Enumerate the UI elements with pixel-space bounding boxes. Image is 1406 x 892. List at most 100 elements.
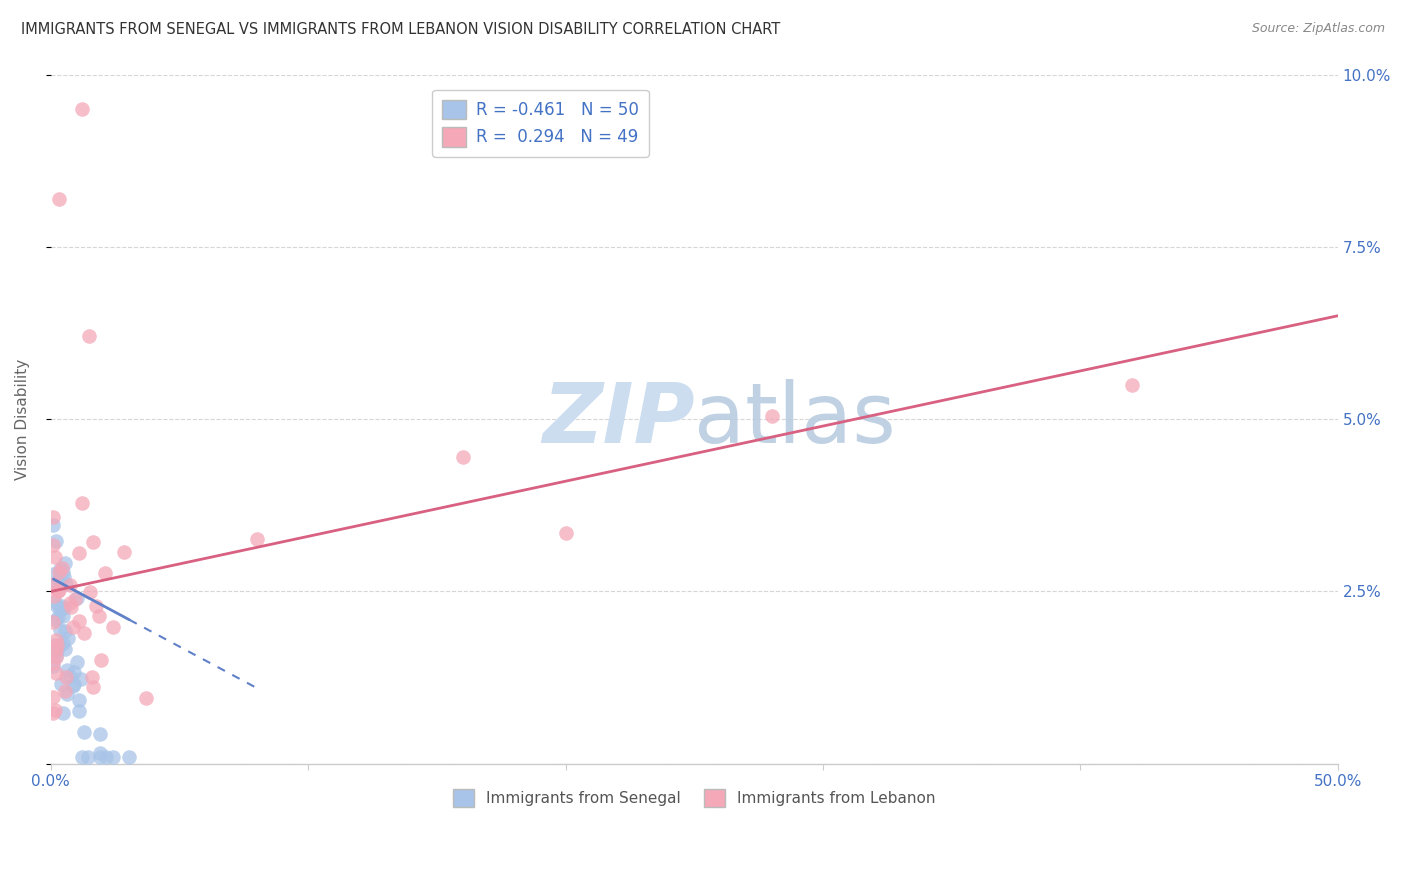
Point	[112, 545, 135, 559]
Point	[44, 550, 66, 565]
Point	[77, 750, 100, 764]
Point	[42, 615, 65, 630]
Point	[52, 565, 75, 579]
Point	[82, 535, 104, 549]
Point	[44, 703, 66, 717]
Point	[67, 692, 90, 706]
Point	[42, 658, 65, 673]
Point	[55, 670, 77, 684]
Point	[46, 642, 69, 657]
Text: atlas: atlas	[695, 379, 896, 459]
Point	[46, 638, 69, 652]
Point	[70, 672, 93, 686]
Point	[45, 649, 67, 664]
Point	[59, 596, 82, 610]
Point	[70, 102, 93, 116]
Point	[67, 546, 90, 560]
Point	[42, 690, 65, 705]
Point	[55, 577, 77, 591]
Point	[42, 638, 65, 652]
Point	[89, 750, 111, 764]
Point	[246, 532, 269, 546]
Point	[56, 687, 79, 701]
Point	[53, 624, 76, 639]
Point	[66, 655, 89, 669]
Point	[1121, 377, 1143, 392]
Point	[51, 560, 73, 574]
Point	[60, 599, 83, 614]
Point	[93, 566, 115, 580]
Point	[45, 613, 67, 627]
Point	[80, 669, 103, 683]
Point	[451, 450, 474, 464]
Point	[84, 599, 107, 613]
Point	[46, 609, 69, 624]
Point	[48, 192, 70, 206]
Point	[63, 677, 86, 691]
Point	[45, 665, 67, 680]
Point	[45, 648, 67, 663]
Point	[46, 583, 69, 598]
Point	[52, 570, 75, 584]
Point	[53, 556, 76, 570]
Point	[42, 567, 65, 582]
Point	[48, 565, 70, 579]
Point	[59, 578, 82, 592]
Point	[49, 638, 72, 652]
Point	[53, 642, 76, 657]
Point	[87, 609, 110, 624]
Point	[52, 706, 75, 721]
Point	[44, 577, 66, 591]
Point	[62, 679, 84, 693]
Point	[42, 656, 65, 670]
Point	[67, 614, 90, 628]
Point	[52, 635, 75, 649]
Point	[101, 620, 124, 634]
Point	[66, 591, 89, 605]
Point	[67, 704, 90, 718]
Point	[82, 680, 104, 694]
Point	[42, 510, 65, 524]
Point	[554, 526, 576, 541]
Point	[58, 631, 80, 645]
Point	[51, 599, 73, 613]
Point	[79, 584, 101, 599]
Point	[44, 594, 66, 608]
Point	[49, 562, 72, 576]
Point	[49, 624, 72, 638]
Point	[45, 632, 67, 647]
Text: IMMIGRANTS FROM SENEGAL VS IMMIGRANTS FROM LEBANON VISION DISABILITY CORRELATION: IMMIGRANTS FROM SENEGAL VS IMMIGRANTS FR…	[21, 22, 780, 37]
Legend: Immigrants from Senegal, Immigrants from Lebanon: Immigrants from Senegal, Immigrants from…	[444, 782, 943, 814]
Point	[52, 609, 75, 624]
Point	[63, 592, 86, 607]
Point	[62, 620, 84, 634]
Point	[761, 409, 783, 423]
Point	[46, 599, 69, 614]
Point	[42, 706, 65, 720]
Point	[45, 534, 67, 549]
Point	[49, 602, 72, 616]
Point	[42, 538, 65, 552]
Y-axis label: Vision Disability: Vision Disability	[15, 359, 30, 480]
Point	[90, 653, 112, 667]
Point	[42, 517, 65, 532]
Point	[89, 727, 111, 741]
Point	[62, 665, 84, 679]
Point	[49, 676, 72, 690]
Text: ZIP: ZIP	[541, 379, 695, 459]
Point	[48, 582, 70, 597]
Point	[59, 669, 82, 683]
Point	[79, 329, 101, 343]
Point	[42, 578, 65, 592]
Point	[70, 750, 93, 764]
Point	[48, 572, 70, 586]
Point	[94, 750, 117, 764]
Point	[45, 643, 67, 657]
Point	[55, 663, 77, 677]
Point	[53, 684, 76, 698]
Point	[70, 495, 93, 509]
Point	[72, 626, 94, 640]
Point	[101, 750, 124, 764]
Point	[44, 589, 66, 603]
Point	[118, 750, 141, 764]
